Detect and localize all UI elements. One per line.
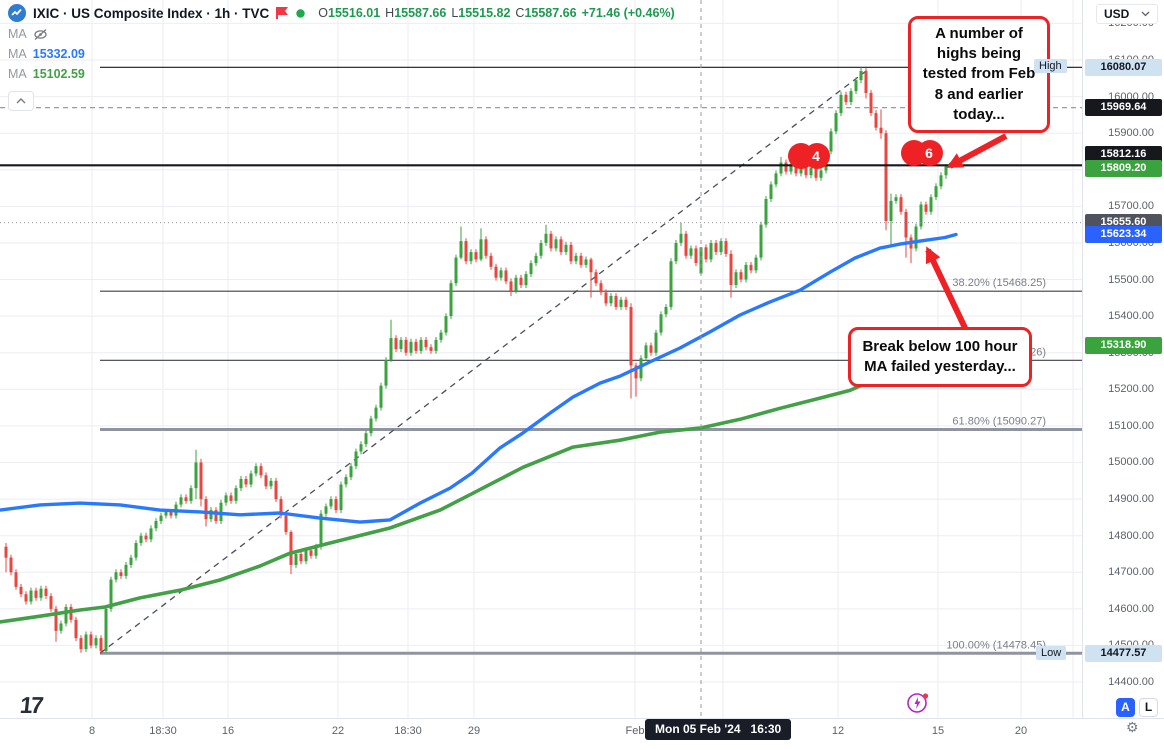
annotation-callout-highs-text: A number of highs being tested from Feb … (922, 24, 1036, 123)
flash-alert-icon[interactable] (906, 691, 930, 715)
time-tick: 20 (1014, 725, 1028, 737)
time-tick: Feb (625, 725, 645, 737)
price-tick: 15500.00 (1108, 273, 1154, 286)
price-tick: 14800.00 (1108, 529, 1154, 542)
instrument-logo-icon (8, 4, 26, 22)
svg-text:38.20% (15468.25): 38.20% (15468.25) (952, 277, 1046, 289)
price-badge: 15809.20 (1085, 159, 1162, 177)
change-value: +71.46 (+0.46%) (581, 6, 675, 20)
eye-off-icon[interactable] (33, 28, 48, 41)
chevron-down-icon (1141, 11, 1150, 17)
ma-legend-row-slow[interactable]: MA 15102.59 (8, 67, 85, 81)
price-tick: 15900.00 (1108, 127, 1154, 140)
market-open-dot-icon (296, 8, 305, 18)
high-chip-label: High (1034, 59, 1067, 74)
price-badge: 14477.57 (1085, 645, 1162, 663)
ma-slow-value: 15102.59 (32, 67, 85, 81)
open-value: 15516.01 (328, 6, 381, 20)
price-tick: 14700.00 (1108, 566, 1154, 579)
low-chip-label: Low (1036, 645, 1067, 660)
tradingview-logo[interactable]: 17 (18, 692, 44, 718)
time-tick: 29 (467, 725, 481, 737)
symbol-legend: IXIC · US Composite Index · 1h · TVC O15… (8, 4, 675, 111)
annotation-callout-ma-break-text: Break below 100 hour MA failed yesterday… (862, 337, 1018, 375)
time-axis[interactable]: Mon 05 Feb '24 16:30 8 18:30 16 22 18:30 29 Fe… (0, 718, 1164, 749)
price-tick: 14400.00 (1108, 676, 1154, 689)
svg-text:6: 6 (925, 145, 933, 161)
price-tick: 15200.00 (1108, 383, 1154, 396)
legend-collapse-button[interactable] (8, 91, 34, 111)
price-badge: 15318.90 (1085, 337, 1162, 355)
currency-label: USD (1104, 7, 1130, 21)
ma-legend-row-hidden[interactable]: MA (8, 26, 675, 42)
price-tick: 15100.00 (1108, 419, 1154, 432)
svg-text:4: 4 (812, 148, 820, 164)
close-value: 15587.66 (524, 6, 577, 20)
price-badge: 15623.34 (1085, 225, 1162, 243)
currency-selector[interactable]: USD (1096, 4, 1158, 24)
time-tick: 18:30 (149, 725, 177, 737)
low-value: 15515.82 (458, 6, 511, 20)
price-tick: 15400.00 (1108, 310, 1154, 323)
log-scale-button[interactable]: L (1139, 698, 1158, 717)
price-tick: 14900.00 (1108, 493, 1154, 506)
ohlc-readout: O15516.01 H15587.66 L15515.82 C15587.66 … (318, 6, 675, 20)
price-badge: 16080.07 (1085, 58, 1162, 76)
auto-scale-button[interactable]: A (1116, 698, 1135, 717)
high-value: 15587.66 (394, 6, 447, 20)
time-tick: 18:30 (394, 725, 422, 737)
ma-fast-value: 15332.09 (32, 47, 85, 61)
time-tick: 16 (221, 725, 235, 737)
price-axis[interactable]: 16200.0016100.0016000.0015900.0015800.00… (1082, 0, 1164, 718)
svg-text:61.80% (15090.27): 61.80% (15090.27) (952, 416, 1046, 428)
svg-text:100.00% (14478.45): 100.00% (14478.45) (946, 639, 1046, 651)
ma-legend-row-fast[interactable]: MA 15332.09 (8, 47, 85, 61)
price-tick: 14600.00 (1108, 602, 1154, 615)
symbol-title[interactable]: IXIC · US Composite Index · 1h · TVC (33, 5, 270, 21)
annotation-callout-ma-break[interactable]: Break below 100 hour MA failed yesterday… (848, 327, 1032, 387)
time-tick: 15 (931, 725, 945, 737)
price-chart-canvas[interactable]: 38.20% (15468.25)50.00% (15279.26)61.80%… (0, 0, 1082, 718)
price-tick: 15700.00 (1108, 200, 1154, 213)
annotation-callout-highs[interactable]: A number of highs being tested from Feb … (908, 16, 1050, 133)
time-tick: 8 (88, 725, 96, 737)
time-tick: 12 (831, 725, 845, 737)
price-badge: 15812.16 (1085, 145, 1162, 163)
gear-icon[interactable]: ⚙ (1126, 719, 1139, 735)
flag-icon[interactable] (276, 7, 289, 19)
price-tick: 15000.00 (1108, 456, 1154, 469)
crosshair-time-tooltip: Mon 05 Feb '24 16:30 (645, 719, 792, 740)
time-tick: 22 (331, 725, 345, 737)
price-badge: 15969.64 (1085, 99, 1162, 117)
